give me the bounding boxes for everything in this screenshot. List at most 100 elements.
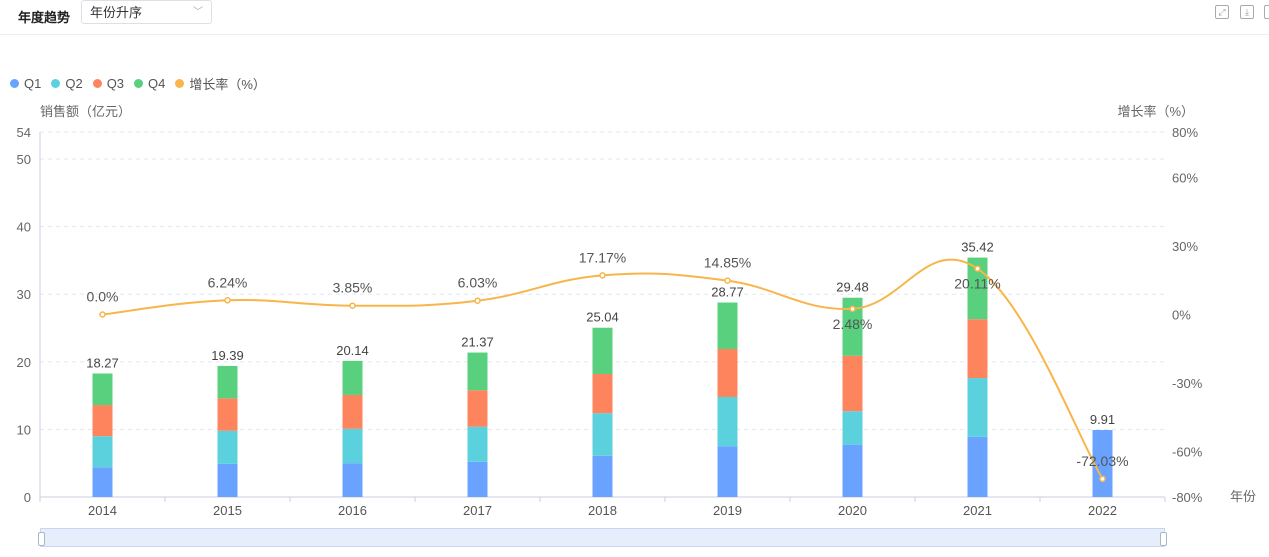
bar-q4-2019 xyxy=(717,302,738,349)
growth-rate-label: -72.03% xyxy=(1076,453,1128,469)
bar-q4-2018 xyxy=(592,327,613,374)
growth-rate-label: 0.0% xyxy=(87,289,119,305)
y-axis-title: 销售额（亿元） xyxy=(40,104,131,119)
growth-rate-label: 14.85% xyxy=(704,255,751,271)
y-tick-label: 50 xyxy=(17,152,31,167)
legend-item-0[interactable]: Q1 xyxy=(10,74,41,93)
x-tick-label: 2017 xyxy=(463,503,492,518)
growth-rate-point-2021 xyxy=(974,265,981,272)
legend-item-2[interactable]: Q3 xyxy=(92,74,125,93)
y-tick-label: 40 xyxy=(17,220,31,235)
y2-tick-label: 60% xyxy=(1172,171,1198,186)
total-label: 35.42 xyxy=(961,240,994,255)
bar-q1-2015 xyxy=(217,463,238,497)
legend-item-3[interactable]: Q4 xyxy=(134,74,165,93)
more-icon[interactable] xyxy=(1264,5,1269,19)
legend-label: Q1 xyxy=(24,76,42,91)
bar-q1-2022 xyxy=(1092,430,1113,497)
bar-q2-2017 xyxy=(467,426,488,462)
y-tick-label: 20 xyxy=(17,355,31,370)
legend-dot xyxy=(92,79,102,88)
bar-q2-2014 xyxy=(92,436,113,468)
bar-q1-2014 xyxy=(92,467,113,497)
y-tick-label: 30 xyxy=(17,287,31,302)
growth-rate-point-2015 xyxy=(224,297,231,304)
growth-rate-point-2022 xyxy=(1099,475,1106,483)
bar-q3-2014 xyxy=(92,405,113,437)
y2-tick-label: 30% xyxy=(1172,239,1198,254)
bar-q4-2016 xyxy=(342,360,363,395)
total-label: 25.04 xyxy=(586,310,619,325)
y2-tick-label: 0% xyxy=(1172,308,1191,323)
y2-tick-label: -80% xyxy=(1172,490,1203,505)
download-icon[interactable]: ⤓ xyxy=(1240,5,1254,19)
total-label: 28.77 xyxy=(711,285,744,300)
bar-q1-2019 xyxy=(717,446,738,497)
bar-q3-2015 xyxy=(217,398,238,431)
legend: Q1 Q2 Q3 Q4 增长率（%） xyxy=(10,74,266,93)
bar-q2-2020 xyxy=(842,411,863,445)
bar-q3-2018 xyxy=(592,373,613,414)
y2-tick-label: -30% xyxy=(1172,376,1203,391)
sort-select[interactable]: 年份升序 ﹀ xyxy=(81,0,212,24)
expand-icon[interactable]: ⤢ xyxy=(1215,5,1229,19)
bar-q1-2017 xyxy=(467,461,488,497)
sort-select-value: 年份升序 xyxy=(90,5,143,20)
y-tick-label: 0 xyxy=(24,490,31,505)
growth-rate-point-2020 xyxy=(849,305,856,313)
legend-label: Q3 xyxy=(106,76,125,91)
x-tick-label: 2020 xyxy=(838,503,867,518)
y-tick-label: 10 xyxy=(17,422,31,437)
growth-rate-label: 2.48% xyxy=(833,316,873,332)
legend-label: Q2 xyxy=(65,76,83,91)
bar-q2-2016 xyxy=(342,428,363,464)
chevron-down-icon: ﹀ xyxy=(193,7,203,18)
x-tick-label: 2021 xyxy=(963,503,992,518)
bar-q3-2021 xyxy=(967,319,988,379)
growth-rate-line xyxy=(102,258,1104,480)
zoom-handle-left[interactable] xyxy=(38,532,45,546)
legend-dot xyxy=(10,79,19,88)
growth-rate-label: 17.17% xyxy=(579,249,626,265)
bar-q4-2017 xyxy=(467,352,488,391)
total-label: 29.48 xyxy=(836,280,869,295)
bar-q2-2018 xyxy=(592,413,613,456)
growth-rate-point-2016 xyxy=(349,302,356,309)
bar-q4-2014 xyxy=(92,373,113,406)
bar-q1-2021 xyxy=(967,436,988,497)
total-label: 19.39 xyxy=(211,348,244,363)
growth-rate-point-2018 xyxy=(599,272,606,279)
x-tick-label: 2019 xyxy=(713,503,742,518)
x-axis-title: 年份 xyxy=(1230,489,1256,504)
bar-q1-2018 xyxy=(592,455,613,497)
bar-q3-2016 xyxy=(342,394,363,429)
legend-label: Q4 xyxy=(148,76,166,91)
zoom-handle-right[interactable] xyxy=(1160,532,1167,546)
growth-rate-label: 20.11% xyxy=(954,276,1000,292)
legend-label: 增长率（%） xyxy=(189,77,266,92)
total-label: 21.37 xyxy=(461,335,494,350)
x-tick-label: 2018 xyxy=(588,503,617,518)
growth-rate-point-2014 xyxy=(99,311,106,318)
bar-q2-2015 xyxy=(217,430,238,464)
x-tick-label: 2016 xyxy=(338,503,367,518)
legend-dot xyxy=(175,79,185,88)
total-label: 9.91 xyxy=(1090,412,1115,427)
bar-q4-2015 xyxy=(217,365,238,399)
bar-q3-2020 xyxy=(842,355,863,412)
bar-q4-2020 xyxy=(842,297,863,356)
legend-dot xyxy=(134,79,144,88)
growth-rate-point-2017 xyxy=(474,297,481,304)
total-label: 20.14 xyxy=(336,343,369,358)
legend-dot xyxy=(51,79,61,88)
legend-item-1[interactable]: Q2 xyxy=(51,74,83,93)
bar-q2-2019 xyxy=(717,396,738,447)
total-label: 18.27 xyxy=(86,356,119,371)
y2-axis-title: 增长率（%） xyxy=(1117,104,1194,119)
legend-item-4[interactable]: 增长率（%） xyxy=(175,74,266,93)
y2-tick-label: 80% xyxy=(1172,125,1198,140)
data-zoom-slider[interactable] xyxy=(38,528,1167,547)
growth-rate-label: 6.03% xyxy=(458,275,498,291)
growth-rate-point-2019 xyxy=(724,277,731,284)
